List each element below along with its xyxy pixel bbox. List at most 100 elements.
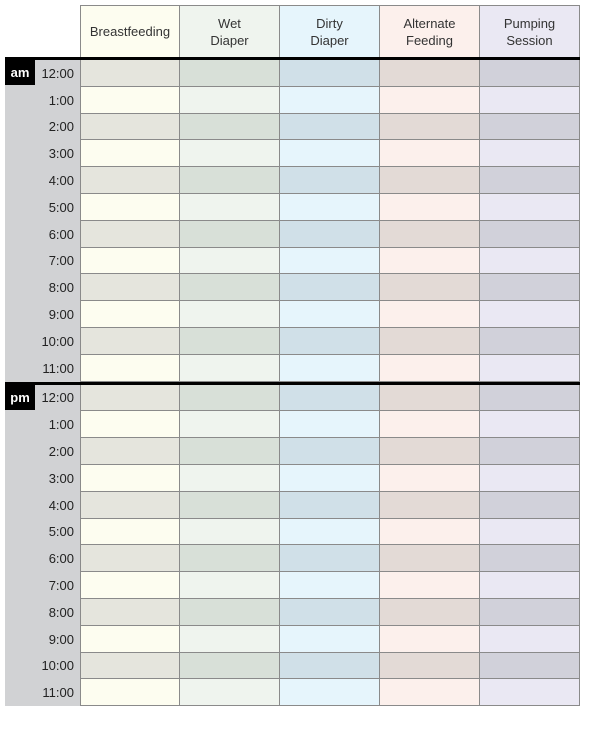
log-cell[interactable] bbox=[380, 354, 480, 382]
log-cell[interactable] bbox=[280, 220, 380, 248]
log-cell[interactable] bbox=[80, 572, 180, 599]
log-cell[interactable] bbox=[80, 625, 180, 653]
log-cell[interactable] bbox=[180, 545, 280, 573]
log-cell[interactable] bbox=[280, 86, 380, 114]
log-cell[interactable] bbox=[480, 491, 580, 519]
log-cell[interactable] bbox=[380, 625, 480, 653]
log-cell[interactable] bbox=[480, 679, 580, 707]
log-cell[interactable] bbox=[380, 167, 480, 194]
log-cell[interactable] bbox=[380, 327, 480, 355]
log-cell[interactable] bbox=[80, 140, 180, 168]
log-cell[interactable] bbox=[80, 301, 180, 328]
log-cell[interactable] bbox=[480, 327, 580, 355]
log-cell[interactable] bbox=[480, 518, 580, 546]
log-cell[interactable] bbox=[480, 545, 580, 573]
log-cell[interactable] bbox=[380, 60, 480, 87]
log-cell[interactable] bbox=[480, 464, 580, 492]
log-cell[interactable] bbox=[480, 411, 580, 439]
log-cell[interactable] bbox=[180, 411, 280, 439]
log-cell[interactable] bbox=[280, 274, 380, 302]
log-cell[interactable] bbox=[480, 438, 580, 465]
log-cell[interactable] bbox=[80, 247, 180, 275]
log-cell[interactable] bbox=[380, 545, 480, 573]
log-cell[interactable] bbox=[380, 438, 480, 465]
log-cell[interactable] bbox=[180, 327, 280, 355]
log-cell[interactable] bbox=[280, 598, 380, 626]
log-cell[interactable] bbox=[380, 301, 480, 328]
log-cell[interactable] bbox=[280, 625, 380, 653]
log-cell[interactable] bbox=[280, 438, 380, 465]
log-cell[interactable] bbox=[280, 518, 380, 546]
log-cell[interactable] bbox=[380, 518, 480, 546]
log-cell[interactable] bbox=[80, 652, 180, 680]
log-cell[interactable] bbox=[180, 625, 280, 653]
log-cell[interactable] bbox=[380, 411, 480, 439]
log-cell[interactable] bbox=[180, 86, 280, 114]
log-cell[interactable] bbox=[480, 384, 580, 412]
log-cell[interactable] bbox=[180, 354, 280, 382]
log-cell[interactable] bbox=[80, 167, 180, 194]
log-cell[interactable] bbox=[180, 220, 280, 248]
log-cell[interactable] bbox=[180, 113, 280, 141]
log-cell[interactable] bbox=[280, 140, 380, 168]
log-cell[interactable] bbox=[280, 652, 380, 680]
log-cell[interactable] bbox=[280, 113, 380, 141]
log-cell[interactable] bbox=[180, 491, 280, 519]
log-cell[interactable] bbox=[480, 652, 580, 680]
log-cell[interactable] bbox=[280, 60, 380, 87]
log-cell[interactable] bbox=[480, 220, 580, 248]
log-cell[interactable] bbox=[80, 438, 180, 465]
log-cell[interactable] bbox=[80, 86, 180, 114]
log-cell[interactable] bbox=[380, 86, 480, 114]
log-cell[interactable] bbox=[180, 193, 280, 221]
log-cell[interactable] bbox=[280, 679, 380, 707]
log-cell[interactable] bbox=[480, 274, 580, 302]
log-cell[interactable] bbox=[380, 193, 480, 221]
log-cell[interactable] bbox=[180, 274, 280, 302]
log-cell[interactable] bbox=[480, 247, 580, 275]
log-cell[interactable] bbox=[80, 327, 180, 355]
log-cell[interactable] bbox=[380, 247, 480, 275]
log-cell[interactable] bbox=[80, 464, 180, 492]
log-cell[interactable] bbox=[180, 438, 280, 465]
log-cell[interactable] bbox=[480, 301, 580, 328]
log-cell[interactable] bbox=[280, 384, 380, 412]
log-cell[interactable] bbox=[280, 247, 380, 275]
log-cell[interactable] bbox=[480, 113, 580, 141]
log-cell[interactable] bbox=[480, 167, 580, 194]
log-cell[interactable] bbox=[180, 167, 280, 194]
log-cell[interactable] bbox=[80, 598, 180, 626]
log-cell[interactable] bbox=[280, 193, 380, 221]
log-cell[interactable] bbox=[280, 545, 380, 573]
log-cell[interactable] bbox=[180, 60, 280, 87]
log-cell[interactable] bbox=[280, 354, 380, 382]
log-cell[interactable] bbox=[80, 545, 180, 573]
log-cell[interactable] bbox=[280, 464, 380, 492]
log-cell[interactable] bbox=[180, 652, 280, 680]
log-cell[interactable] bbox=[480, 354, 580, 382]
log-cell[interactable] bbox=[480, 86, 580, 114]
log-cell[interactable] bbox=[80, 354, 180, 382]
log-cell[interactable] bbox=[280, 327, 380, 355]
log-cell[interactable] bbox=[280, 491, 380, 519]
log-cell[interactable] bbox=[380, 652, 480, 680]
log-cell[interactable] bbox=[80, 60, 180, 87]
log-cell[interactable] bbox=[80, 518, 180, 546]
log-cell[interactable] bbox=[180, 301, 280, 328]
log-cell[interactable] bbox=[380, 679, 480, 707]
log-cell[interactable] bbox=[180, 464, 280, 492]
log-cell[interactable] bbox=[280, 411, 380, 439]
log-cell[interactable] bbox=[280, 301, 380, 328]
log-cell[interactable] bbox=[180, 518, 280, 546]
log-cell[interactable] bbox=[180, 572, 280, 599]
log-cell[interactable] bbox=[180, 598, 280, 626]
log-cell[interactable] bbox=[80, 113, 180, 141]
log-cell[interactable] bbox=[480, 193, 580, 221]
log-cell[interactable] bbox=[380, 384, 480, 412]
log-cell[interactable] bbox=[180, 140, 280, 168]
log-cell[interactable] bbox=[180, 384, 280, 412]
log-cell[interactable] bbox=[380, 491, 480, 519]
log-cell[interactable] bbox=[480, 572, 580, 599]
log-cell[interactable] bbox=[180, 679, 280, 707]
log-cell[interactable] bbox=[380, 113, 480, 141]
